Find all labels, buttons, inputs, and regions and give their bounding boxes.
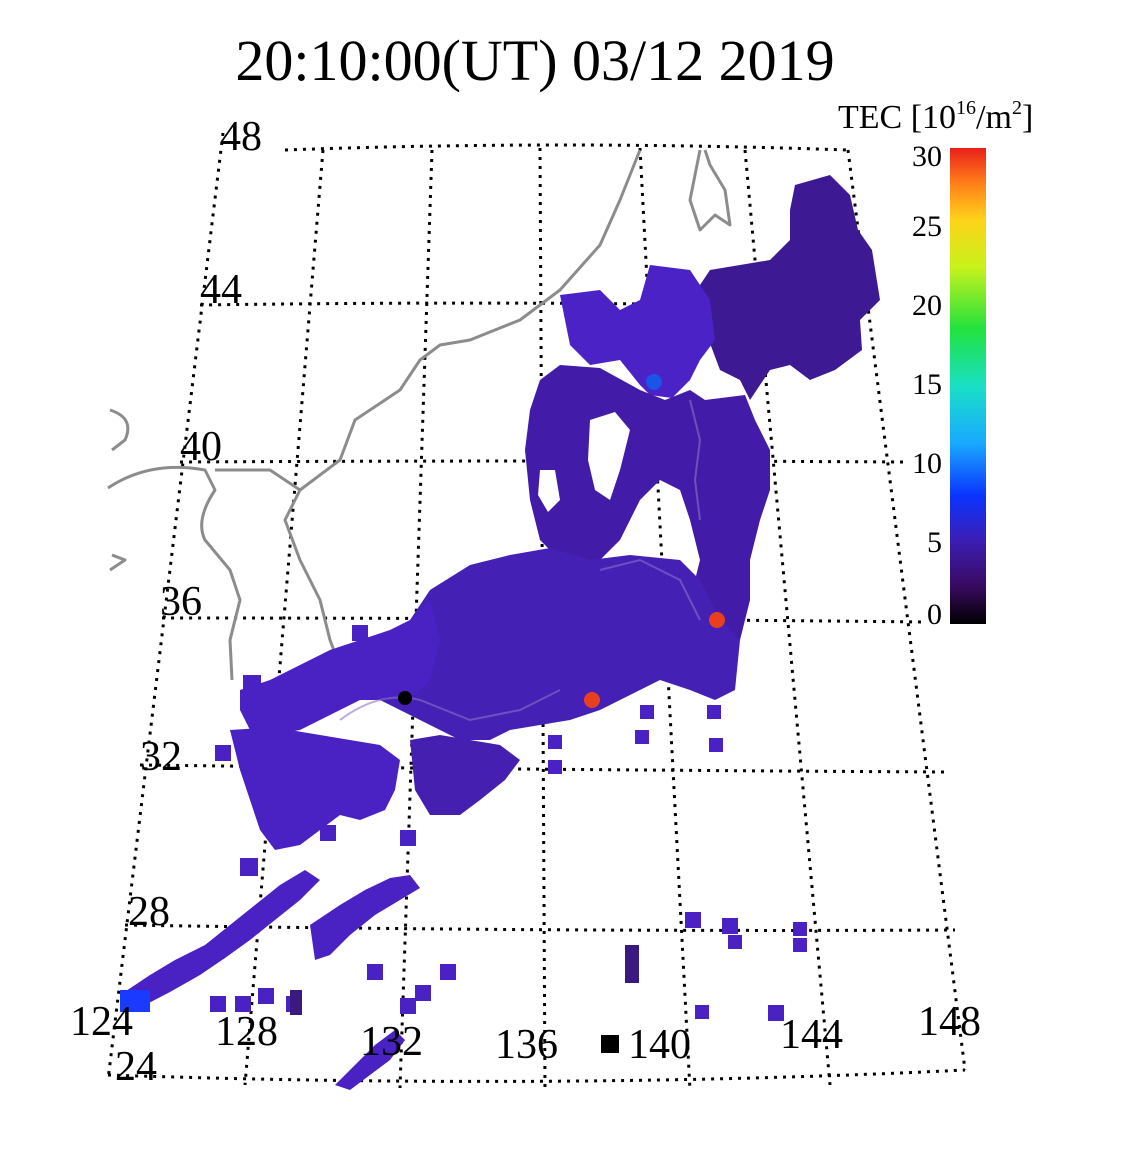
colorbar-gradient	[950, 148, 986, 624]
tec-region-western-honshu	[240, 600, 440, 735]
colorbar-title: TEC [1016/m2]	[838, 97, 1033, 136]
longitude-labels: 124 128 132 136 140 144 148	[70, 999, 981, 1068]
prefecture-boundaries	[339, 399, 702, 722]
lon-label-128: 128	[215, 1009, 278, 1055]
tec-region-northeast	[690, 175, 880, 400]
lat-label-36: 36	[160, 579, 202, 625]
colorbar-tick-5: 5	[927, 526, 942, 559]
tec-region-kyushu	[230, 728, 400, 850]
tec-region-central-honshu	[370, 548, 740, 740]
tec-region-tohoku	[525, 365, 770, 660]
tec-region-shikoku	[410, 735, 520, 815]
colorbar-ticks: 0 5 10 15 20 25 30	[912, 140, 942, 631]
lat-label-48: 48	[220, 114, 262, 160]
tec-island-cells	[210, 625, 807, 1021]
lon-label-132: 132	[360, 1019, 423, 1065]
colorbar-tick-25: 25	[912, 210, 942, 243]
colorbar-tick-10: 10	[912, 447, 942, 480]
lat-label-32: 32	[140, 734, 182, 780]
lat-label-28: 28	[128, 889, 170, 935]
tec-coverage	[120, 175, 880, 1090]
colorbar: TEC [1016/m2] 0 5 10 15 20 25 30	[838, 97, 1033, 631]
tec-region-hokkaido	[560, 265, 715, 398]
colorbar-tick-30: 30	[912, 140, 942, 173]
station-marker	[398, 691, 412, 705]
lon-label-140: 140	[628, 1022, 691, 1068]
lon-label-124: 124	[70, 999, 133, 1045]
map-title: 20:10:00(UT) 03/12 2019	[235, 28, 834, 93]
station-square-marker	[601, 1035, 619, 1053]
lat-label-40: 40	[180, 424, 222, 470]
lat-label-24: 24	[115, 1044, 157, 1090]
lon-label-144: 144	[780, 1012, 843, 1058]
latitude-labels: 48 44 40 36 32 28 24	[115, 114, 262, 1090]
colorbar-tick-15: 15	[912, 368, 942, 401]
colorbar-tick-20: 20	[912, 289, 942, 322]
lon-label-148: 148	[918, 999, 981, 1045]
lat-label-44: 44	[200, 267, 242, 313]
hot-spot-marker-kanto	[709, 612, 725, 628]
tec-ryukyu-chain	[120, 870, 320, 1010]
lon-label-136: 136	[495, 1022, 558, 1068]
hot-spot-marker-tokai	[584, 692, 600, 708]
colorbar-tick-0: 0	[927, 598, 942, 631]
